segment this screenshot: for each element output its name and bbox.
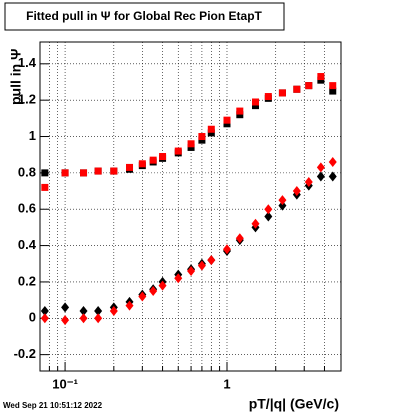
x-axis-label: pT/|q| (GeV/c) — [249, 396, 339, 412]
square-marker — [61, 169, 69, 177]
square-marker — [305, 82, 313, 90]
diamond-marker — [278, 195, 287, 206]
square-marker — [126, 163, 134, 171]
diamond-marker — [207, 255, 216, 266]
diamond-marker — [149, 286, 158, 297]
square-marker — [207, 125, 215, 133]
x-tick-label: 10⁻¹ — [52, 376, 78, 391]
square-marker — [41, 183, 49, 191]
diamond-marker — [109, 306, 118, 317]
diamond-marker — [304, 176, 313, 187]
square-marker — [207, 129, 215, 137]
square-marker — [80, 169, 88, 177]
y-tick-label: 0 — [29, 310, 36, 325]
title-box — [4, 2, 285, 31]
diamond-marker — [278, 200, 287, 211]
diamond-marker — [222, 244, 231, 255]
y-axis-label: pull in Ψ — [8, 49, 24, 105]
diamond-marker — [79, 313, 88, 324]
square-marker — [278, 89, 286, 97]
square-marker — [329, 82, 337, 90]
y-tick-label: -0.2 — [14, 346, 36, 361]
square-marker — [264, 93, 272, 101]
square-marker — [223, 120, 231, 128]
square-marker — [94, 167, 102, 175]
diamond-marker — [61, 315, 70, 326]
square-marker — [236, 107, 244, 115]
square-marker — [293, 85, 301, 93]
x-tick-label: 1 — [223, 376, 230, 391]
y-tick-label: 1.2 — [18, 92, 36, 107]
square-marker — [187, 143, 195, 151]
square-marker — [252, 102, 260, 110]
diamond-marker — [264, 204, 273, 215]
diamond-marker — [235, 233, 244, 244]
square-marker — [110, 167, 118, 175]
diamond-marker — [138, 291, 147, 302]
diamond-marker — [94, 313, 103, 324]
square-marker — [198, 133, 206, 141]
diamond-marker — [174, 273, 183, 284]
square-marker — [223, 116, 231, 124]
square-marker — [317, 76, 325, 84]
diamond-marker — [40, 313, 49, 324]
square-marker — [174, 147, 182, 155]
diamond-marker — [79, 306, 88, 317]
y-tick-label: 1 — [29, 128, 36, 143]
diamond-marker — [328, 156, 337, 167]
y-tick-label: 0.6 — [18, 201, 36, 216]
square-marker — [236, 111, 244, 119]
diamond-marker — [292, 186, 301, 197]
square-marker — [252, 98, 260, 106]
chart-title: Fitted pull in Ψ for Global Rec Pion Eta… — [26, 9, 262, 23]
y-tick-label: 0.8 — [18, 164, 36, 179]
diamond-marker — [61, 302, 70, 313]
timestamp: Wed Sep 21 10:51:12 2022 — [3, 401, 103, 410]
y-tick-label: 1.4 — [18, 55, 37, 70]
diamond-marker — [251, 218, 260, 229]
diamond-marker — [158, 280, 167, 291]
diamond-marker — [316, 162, 325, 173]
square-marker — [149, 156, 157, 164]
diamond-marker — [40, 306, 49, 317]
diamond-marker — [187, 266, 196, 277]
diamond-marker — [94, 306, 103, 317]
diamond-marker — [328, 171, 337, 182]
diamond-marker — [197, 260, 206, 271]
diamond-marker — [264, 211, 273, 222]
square-marker — [138, 160, 146, 168]
square-marker — [187, 140, 195, 148]
y-tick-label: 0.2 — [18, 273, 36, 288]
square-marker — [198, 136, 206, 144]
square-marker — [329, 87, 337, 95]
diamond-marker — [316, 171, 325, 182]
square-marker — [317, 73, 325, 81]
plot-frame — [39, 41, 342, 372]
y-tick-label: 0.4 — [18, 237, 37, 252]
square-marker — [159, 153, 167, 161]
square-marker — [41, 169, 49, 177]
diamond-marker — [125, 300, 134, 311]
